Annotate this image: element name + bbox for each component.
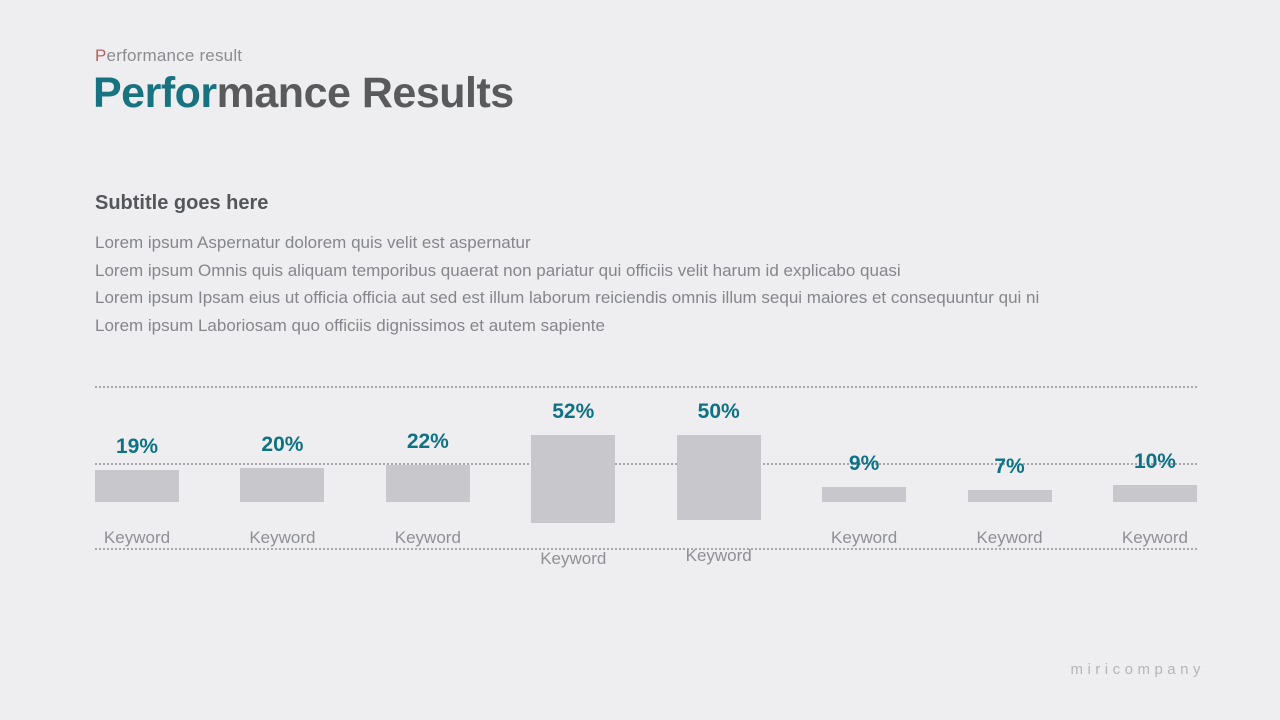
eyebrow-initial: P bbox=[95, 46, 107, 65]
bar-value-label: 10% bbox=[1133, 450, 1176, 473]
bar-value-label: 52% bbox=[552, 400, 595, 423]
bar-group: 52% Keyword bbox=[531, 400, 616, 568]
bar bbox=[385, 465, 470, 502]
body-line: Lorem ipsum Omnis quis aliquam temporibu… bbox=[95, 260, 901, 280]
bar-category-label: Keyword bbox=[831, 528, 898, 547]
bar-category-label: Keyword bbox=[1121, 528, 1189, 547]
separator-dotted-line bbox=[95, 386, 1197, 388]
page-title: Performance Results bbox=[93, 69, 515, 117]
subtitle: Subtitle goes here bbox=[95, 192, 269, 214]
bar-category-label: Keyword bbox=[976, 528, 1043, 547]
bar bbox=[95, 470, 179, 502]
footer-logo: miricompany bbox=[1070, 661, 1205, 678]
page-title-accent: Perfor bbox=[93, 69, 217, 117]
chart-baseline bbox=[95, 548, 1197, 550]
bar-group: 9% Keyword bbox=[822, 400, 907, 548]
eyebrow-caption: Performance result bbox=[95, 46, 242, 66]
bar-value-label: 9% bbox=[848, 452, 880, 475]
body-line: Lorem ipsum Aspernatur dolorem quis veli… bbox=[95, 233, 531, 252]
bar-stack: 9% bbox=[822, 400, 907, 502]
body-line: Lorem ipsum Ipsam eius ut officia offici… bbox=[95, 288, 1040, 307]
bar-stack: 52% bbox=[531, 400, 616, 523]
bar-category-label: Keyword bbox=[103, 528, 171, 547]
bar-group: 19% Keyword bbox=[95, 400, 179, 548]
bar-stack: 22% bbox=[385, 400, 470, 502]
bar-stack: 50% bbox=[676, 400, 761, 520]
bar bbox=[967, 490, 1052, 502]
bar-category-label: Keyword bbox=[394, 528, 461, 547]
bar-group: 50% Keyword bbox=[676, 400, 761, 565]
eyebrow-rest: erformance result bbox=[106, 46, 243, 65]
bar-group: 10% Keyword bbox=[1112, 400, 1197, 548]
bar-group: 7% Keyword bbox=[967, 400, 1052, 548]
bar bbox=[1112, 485, 1197, 502]
bar bbox=[531, 435, 616, 523]
bar-group: 22% Keyword bbox=[385, 400, 470, 548]
bar-stack: 19% bbox=[95, 400, 179, 502]
body-text: Lorem ipsum Aspernatur dolorem quis veli… bbox=[95, 229, 1039, 339]
bar-value-label: 20% bbox=[261, 433, 304, 456]
bar-value-label: 19% bbox=[115, 435, 159, 458]
bar-category-label: Keyword bbox=[540, 549, 607, 568]
bar-stack: 7% bbox=[967, 400, 1052, 502]
bar-stack: 10% bbox=[1112, 400, 1197, 502]
bar-group: 20% Keyword bbox=[240, 400, 325, 548]
bar bbox=[240, 468, 325, 502]
chart-gridline bbox=[95, 463, 1197, 465]
bar-chart: 19% Keyword 20% Keyword 22% Keyword 52% Keyword… bbox=[95, 400, 1197, 568]
bar-category-label: Keyword bbox=[249, 528, 316, 547]
bar bbox=[676, 435, 761, 520]
bar-stack: 20% bbox=[240, 400, 325, 502]
bars-row: 19% Keyword 20% Keyword 22% Keyword 52% Keyword… bbox=[95, 400, 1197, 568]
body-line: Lorem ipsum Laboriosam quo officiis dign… bbox=[95, 315, 605, 335]
bar-value-label: 22% bbox=[406, 430, 449, 453]
page-title-rest: mance Results bbox=[216, 69, 515, 117]
bar-value-label: 50% bbox=[697, 400, 740, 423]
bar bbox=[822, 487, 907, 502]
bar-category-label: Keyword bbox=[685, 546, 752, 565]
bar-value-label: 7% bbox=[994, 455, 1025, 478]
